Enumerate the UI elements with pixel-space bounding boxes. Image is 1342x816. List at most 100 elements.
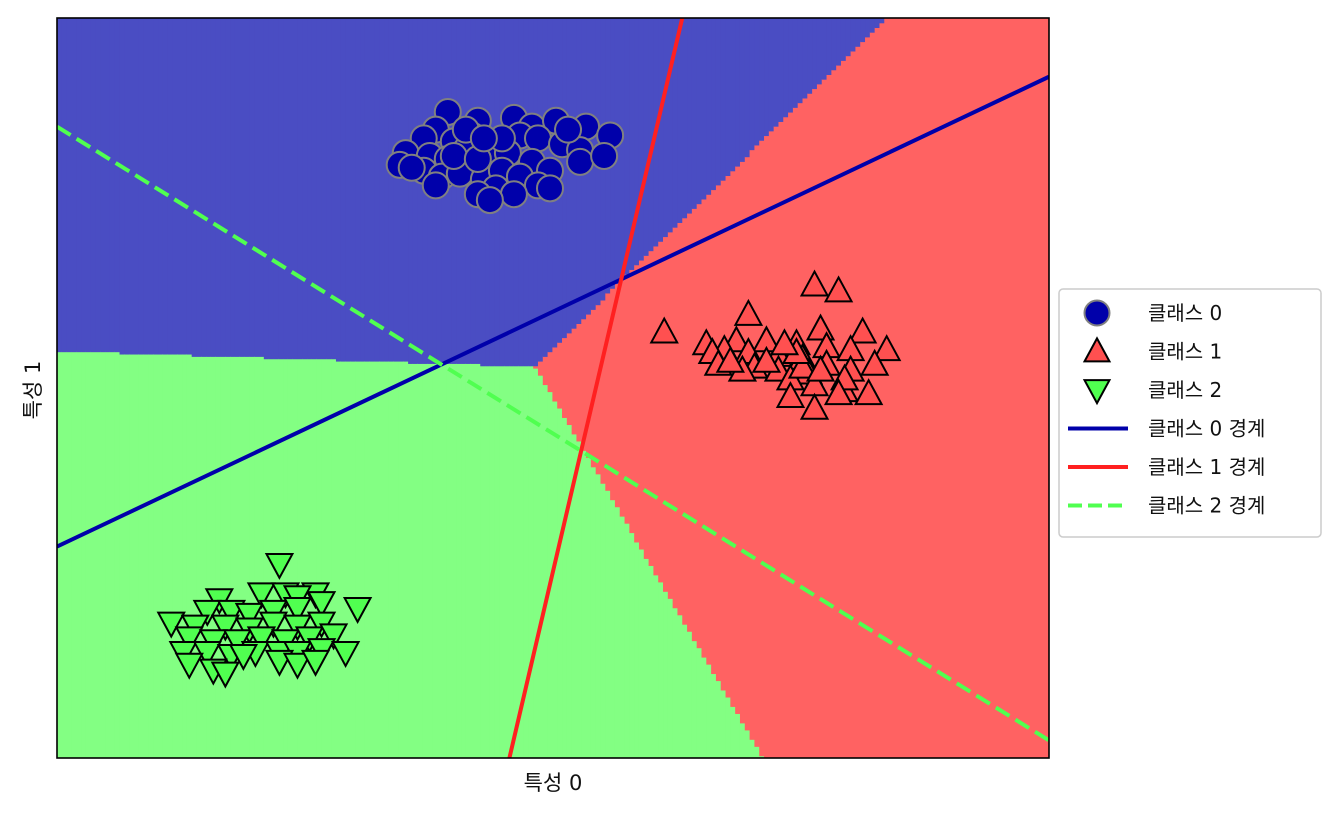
region-cell — [749, 739, 756, 758]
region-cell — [220, 356, 226, 758]
region-cell — [109, 18, 116, 353]
legend-label-class-2: 클래스 2 — [1148, 378, 1222, 402]
region-cell — [504, 365, 510, 758]
region-cell — [177, 353, 183, 758]
region-cell — [206, 356, 212, 758]
region-cell — [629, 269, 635, 534]
data-point-class-2 — [192, 599, 222, 627]
region-cell — [874, 18, 881, 28]
region-cell — [475, 363, 481, 758]
region-cell — [893, 18, 900, 758]
region-cell — [61, 18, 68, 353]
region-cell — [725, 696, 731, 758]
region-cell — [624, 274, 630, 524]
data-point-class-1 — [799, 269, 830, 297]
region-cell — [672, 227, 679, 609]
region-cell — [812, 88, 818, 758]
data-point-class-1 — [769, 328, 800, 356]
region-cell — [90, 18, 97, 353]
region-cell — [975, 18, 982, 758]
region-cell — [278, 18, 284, 360]
data-point-class-1 — [787, 351, 818, 379]
region-cell — [653, 245, 659, 576]
region-cell — [696, 18, 703, 205]
region-cell — [533, 365, 539, 369]
region-cell — [836, 18, 842, 66]
region-cell — [225, 18, 231, 357]
region-cell — [735, 713, 741, 758]
region-cell — [672, 607, 679, 758]
region-cell — [951, 18, 958, 758]
region-cell — [629, 18, 635, 270]
legend-label-boundary-1: 클래스 1 경계 — [1148, 455, 1265, 479]
region-cell — [292, 358, 299, 758]
region-cell — [821, 18, 828, 80]
region-cell — [826, 74, 832, 758]
region-cell — [711, 189, 717, 675]
plot-frame — [56, 17, 1050, 759]
region-cell — [807, 18, 813, 94]
decision-regions — [57, 18, 1049, 758]
region-cell — [941, 18, 948, 758]
region-cell — [917, 18, 924, 758]
region-cell — [831, 69, 837, 758]
region-cell — [133, 353, 140, 758]
region-cell — [95, 18, 101, 353]
region-cell — [239, 18, 246, 357]
region-cell — [715, 680, 722, 758]
region-cell — [465, 363, 472, 758]
region-cell — [485, 365, 491, 758]
region-cell — [677, 614, 683, 758]
region-cell — [143, 18, 149, 355]
region-cell — [412, 18, 419, 364]
region-cell — [172, 18, 178, 355]
region-cell — [802, 97, 808, 758]
data-point-class-2 — [318, 623, 349, 651]
region-cell — [624, 18, 630, 275]
region-cell — [206, 18, 212, 357]
region-cell — [436, 363, 443, 758]
region-cell — [422, 363, 428, 758]
region-cell — [845, 55, 852, 758]
region-cell — [576, 323, 582, 442]
legend-label-class-0: 클래스 0 — [1148, 301, 1222, 325]
region-cell — [441, 363, 448, 758]
region-cell — [90, 351, 97, 758]
region-cell — [850, 50, 857, 758]
region-cell — [311, 18, 318, 360]
region-cell — [417, 363, 424, 758]
region-cell — [586, 314, 592, 458]
region-cell — [360, 18, 366, 362]
data-point-class-2 — [234, 602, 265, 630]
data-point-class-0 — [590, 142, 619, 171]
region-cell — [552, 346, 558, 402]
region-cell — [595, 304, 602, 475]
region-cell — [148, 18, 154, 355]
region-cell — [158, 353, 164, 758]
region-cell — [581, 450, 587, 758]
region-cell — [937, 18, 943, 758]
region-cell — [600, 483, 606, 758]
region-cell — [557, 407, 563, 758]
data-point-class-2 — [246, 626, 277, 654]
region-cell — [417, 18, 424, 364]
region-cell — [735, 18, 741, 167]
region-cell — [571, 328, 578, 435]
region-cell — [966, 18, 972, 758]
region-cell — [129, 353, 135, 758]
region-cell — [576, 440, 582, 758]
region-cell — [355, 18, 361, 362]
region-cell — [302, 18, 308, 360]
region-cell — [331, 358, 337, 758]
region-cell — [331, 18, 337, 360]
data-point-class-1 — [733, 298, 764, 326]
region-cell — [927, 18, 933, 758]
data-point-class-0 — [469, 124, 498, 153]
region-cell — [393, 360, 400, 758]
data-point-class-2 — [330, 641, 361, 669]
data-point-class-2 — [300, 649, 331, 677]
region-cell — [311, 358, 318, 758]
region-cell — [970, 18, 977, 758]
region-cell — [739, 722, 746, 758]
region-cell — [663, 591, 669, 758]
